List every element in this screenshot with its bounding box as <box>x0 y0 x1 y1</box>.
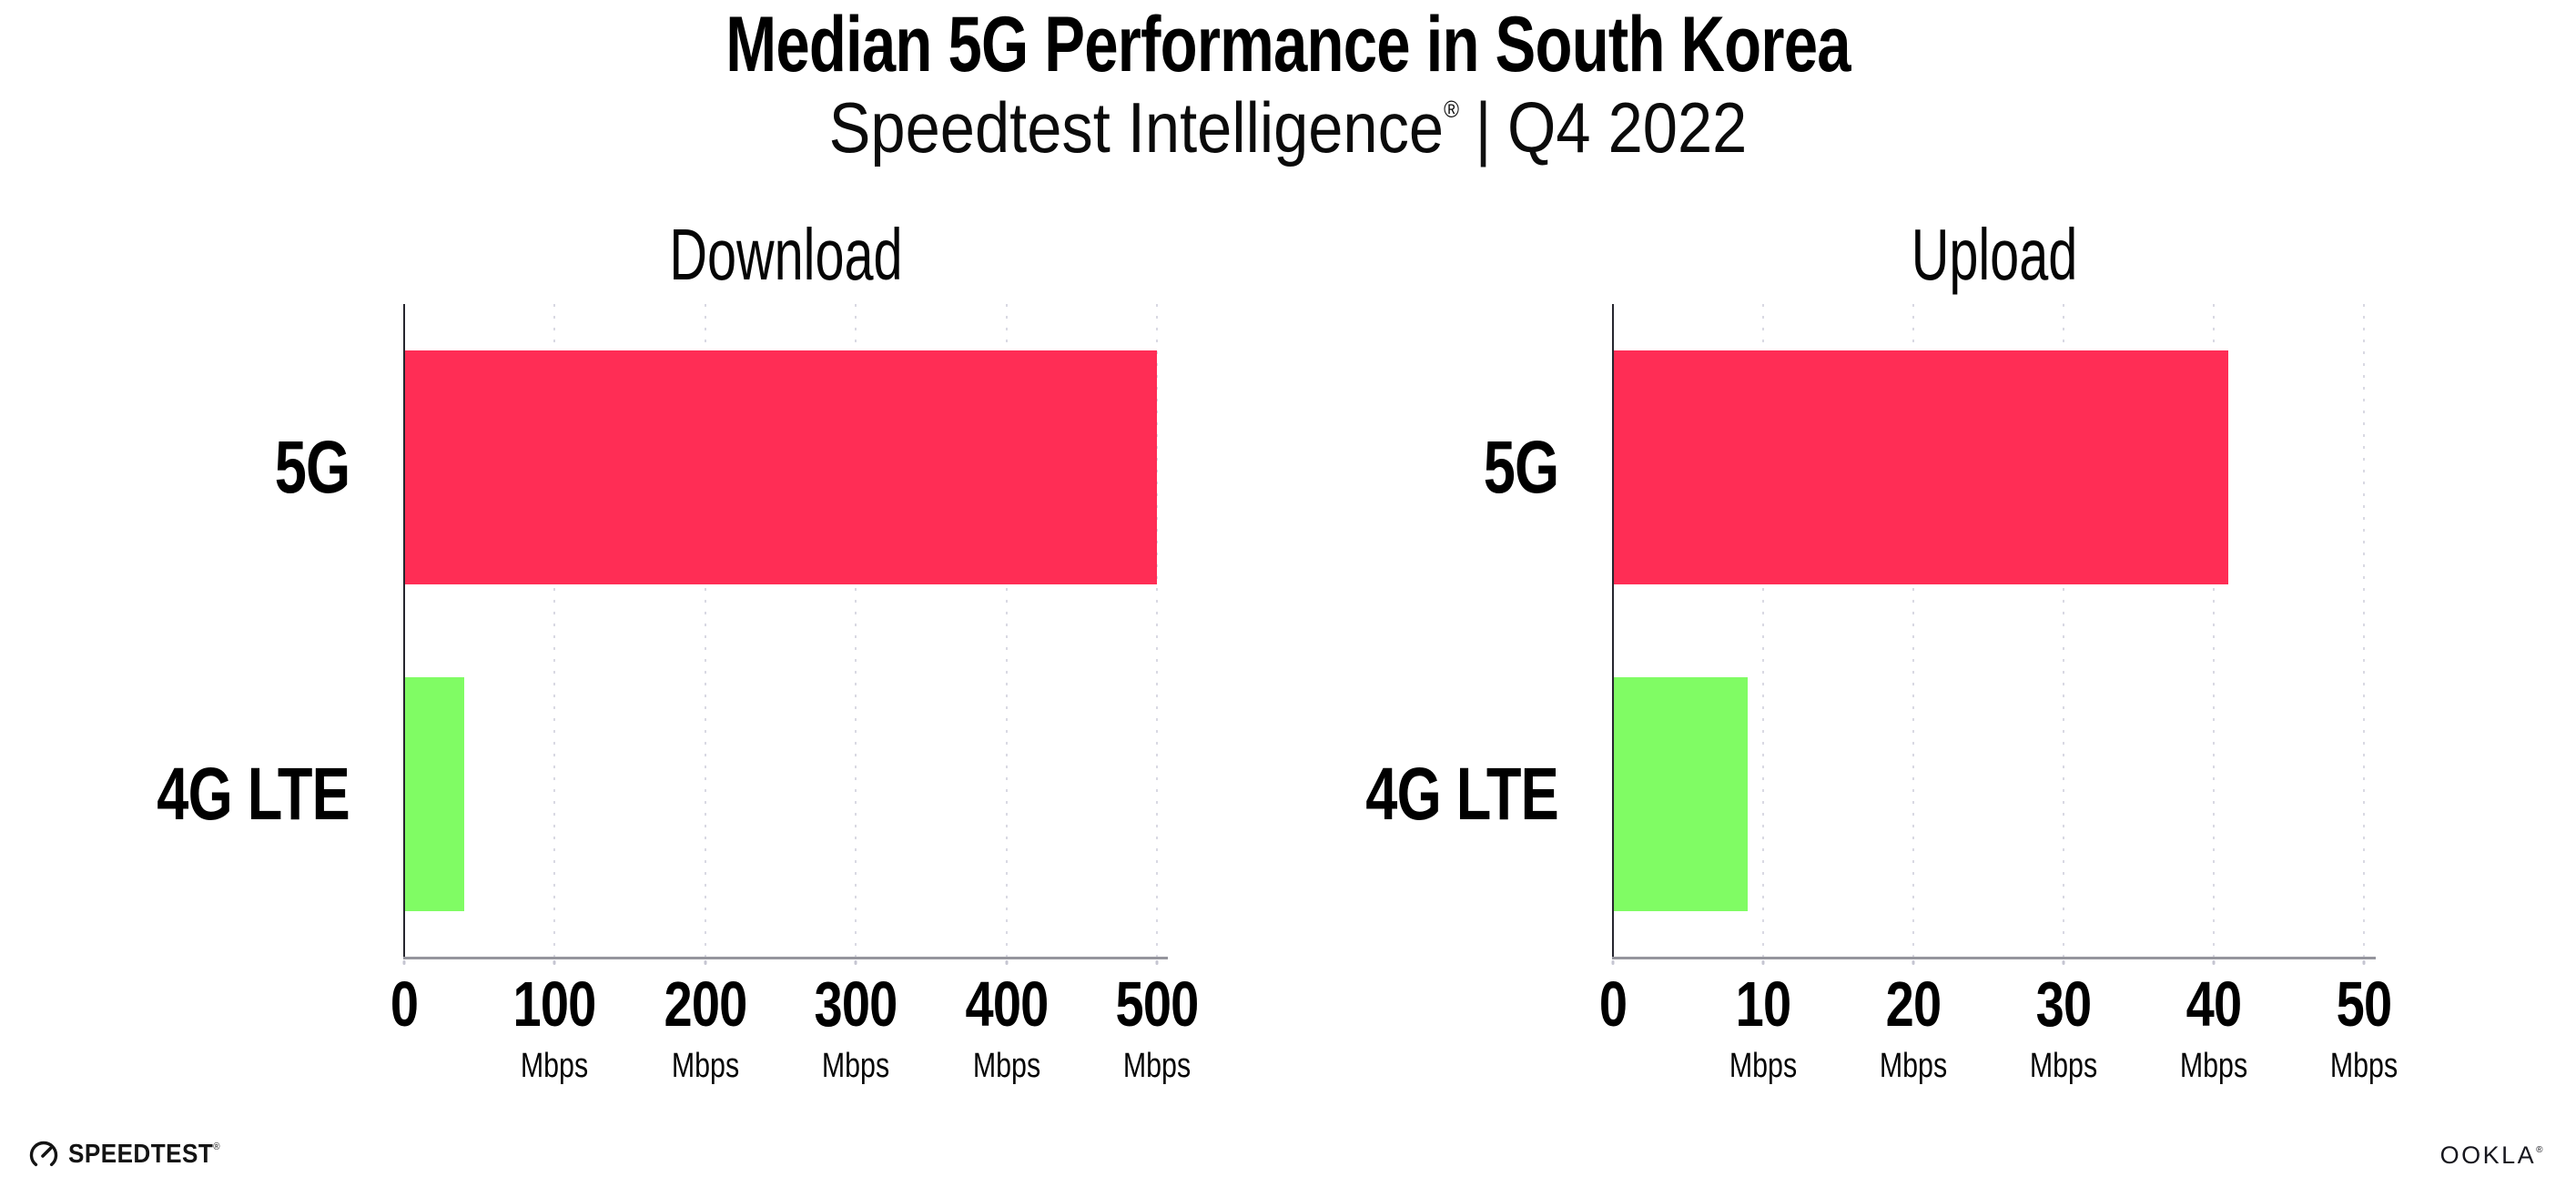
gridline-10 <box>1761 304 1764 958</box>
page-title: Median 5G Performance in South Korea <box>725 1 1851 88</box>
gridline-20 <box>1912 304 1914 958</box>
x-tick-40: 40 Mbps <box>2180 972 2247 1083</box>
x-axis-labels: 0 10 Mbps 20 Mbps 30 Mbps 40 Mbps 50 Mbps <box>1599 972 2398 1136</box>
x-tick-value-10: 10 <box>1735 969 1791 1040</box>
gridline-100 <box>553 304 556 958</box>
ookla-wordmark: OOKLA® <box>2439 1141 2545 1169</box>
x-axis-labels: 0 100 Mbps 200 Mbps 300 Mbps 400 Mbps 500 Mbps <box>390 969 1200 1136</box>
x-tick-0: 0 <box>390 969 419 1049</box>
tick-200 <box>704 960 707 965</box>
gridline-500 <box>1156 304 1159 958</box>
tick-50 <box>2362 960 2366 965</box>
tick-40 <box>2212 960 2216 965</box>
bar-4g-lte-upload <box>1613 676 1749 911</box>
ookla-logo: OOKLA® <box>2440 1141 2545 1170</box>
tick-30 <box>2062 960 2065 965</box>
speedtest-registered-mark: ® <box>213 1141 220 1152</box>
x-tick-unit-10: Mbps <box>1729 1047 1798 1085</box>
x-tick-30: 30 Mbps <box>2030 972 2097 1083</box>
x-tick-unit-30: Mbps <box>2029 1047 2098 1085</box>
speedtest-wordmark: SPEEDTEST® <box>68 1139 220 1169</box>
x-tick-500: 500 Mbps <box>1115 969 1200 1085</box>
x-tick-400: 400 Mbps <box>965 969 1049 1085</box>
x-tick-value-40: 40 <box>2186 969 2242 1040</box>
download-chart-title: Download <box>669 214 903 295</box>
ookla-registered-mark: ® <box>2536 1145 2545 1155</box>
x-tick-value-400: 400 <box>965 969 1049 1040</box>
gridline-200 <box>704 304 706 958</box>
y-axis-line <box>403 304 405 958</box>
speedtest-logo: SPEEDTEST® <box>27 1138 238 1171</box>
x-axis-line <box>1612 957 2376 959</box>
x-tick-unit-200: Mbps <box>671 1047 740 1085</box>
x-tick-unit-20: Mbps <box>1879 1047 1948 1085</box>
x-tick-10: 10 Mbps <box>1729 972 1797 1083</box>
x-tick-value-300: 300 <box>814 969 898 1040</box>
subtitle-period: Q4 2022 <box>1506 87 1748 167</box>
bar-5g-download <box>404 350 1158 584</box>
category-label-5g: 5G <box>1483 425 1558 509</box>
category-labels: 5G 4G LTE <box>0 304 377 958</box>
x-tick-value-100: 100 <box>512 969 597 1040</box>
tick-400 <box>1005 960 1009 965</box>
x-tick-unit-300: Mbps <box>822 1047 890 1085</box>
tick-0 <box>1611 960 1615 965</box>
x-tick-value-30: 30 <box>2035 969 2092 1040</box>
y-axis-line <box>1612 304 1614 958</box>
download-plot-area: 0 100 Mbps 200 Mbps 300 Mbps 400 Mbps 500 Mbps 5G 4G… <box>157 304 1200 1083</box>
speedtest-gauge-icon <box>29 1141 58 1170</box>
x-tick-unit-500: Mbps <box>1123 1047 1192 1085</box>
gridline-400 <box>1005 304 1008 958</box>
bar-5g-upload <box>1613 350 2229 584</box>
category-label-4g-lte: 4G LTE <box>157 752 350 836</box>
x-tick-unit-40: Mbps <box>2179 1047 2247 1085</box>
x-tick-0: 0 <box>1598 969 1628 1049</box>
category-label-4g-lte: 4G LTE <box>1365 752 1558 836</box>
page-subtitle: Speedtest Intelligence® | Q4 2022 <box>155 87 2421 167</box>
gridline-30 <box>2062 304 2064 958</box>
subtitle-brand: Speedtest Intelligence <box>828 87 1445 167</box>
x-tick-value-50: 50 <box>2336 969 2392 1040</box>
gridline-300 <box>855 304 857 958</box>
tick-20 <box>1912 960 1915 965</box>
x-tick-unit-100: Mbps <box>521 1047 589 1085</box>
x-tick-200: 200 Mbps <box>664 969 747 1085</box>
x-tick-100: 100 Mbps <box>512 969 597 1085</box>
tick-0 <box>402 960 406 965</box>
x-tick-value-500: 500 <box>1115 969 1200 1040</box>
tick-500 <box>1155 960 1159 965</box>
registered-mark: ® <box>1444 96 1459 123</box>
upload-plot-area: 0 10 Mbps 20 Mbps 30 Mbps 40 Mbps 50 Mbps 5G 4G LTE <box>1365 304 2398 1083</box>
tick-300 <box>854 960 857 965</box>
tick-100 <box>553 960 556 965</box>
x-tick-value-20: 20 <box>1885 969 1942 1040</box>
bar-4g-lte-download <box>404 676 465 911</box>
x-tick-unit-400: Mbps <box>972 1047 1041 1085</box>
tick-10 <box>1761 960 1765 965</box>
x-tick-value-200: 200 <box>664 969 747 1040</box>
gridline-40 <box>2212 304 2215 958</box>
gridline-50 <box>2362 304 2365 958</box>
category-label-5g: 5G <box>274 425 350 509</box>
x-tick-value-0: 0 <box>390 969 419 1040</box>
upload-chart-title: Upload <box>1911 214 2078 295</box>
x-tick-300: 300 Mbps <box>815 972 898 1083</box>
x-tick-unit-50: Mbps <box>2329 1047 2398 1085</box>
x-tick-50: 50 Mbps <box>2330 972 2398 1083</box>
x-tick-20: 20 Mbps <box>1880 972 1947 1083</box>
x-axis-line <box>403 957 1168 959</box>
category-labels: 5G 4G LTE <box>1176 304 1586 958</box>
subtitle-separator: | <box>1475 87 1492 167</box>
x-tick-value-0: 0 <box>1598 969 1628 1040</box>
